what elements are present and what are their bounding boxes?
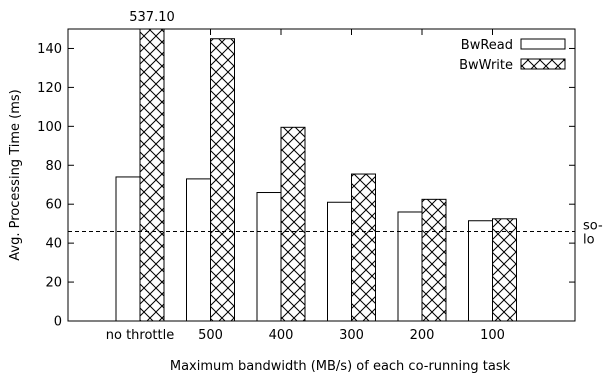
x-tick-label: 500 <box>198 328 223 343</box>
data-label-0: 537.10 <box>129 10 175 25</box>
x-tick-label: 100 <box>480 328 505 343</box>
bar-bwread-4 <box>397 211 423 322</box>
legend-label: BwRead <box>461 38 513 53</box>
x-tick-label: 300 <box>339 328 364 343</box>
x-axis-label: Maximum bandwidth (MB/s) of each co-runn… <box>170 359 511 374</box>
bar-bwread-0 <box>115 176 141 322</box>
reference-line-label: so- <box>583 218 603 233</box>
reference-line-layer: so-lo <box>68 218 603 247</box>
legend-label: BwWrite <box>459 58 513 73</box>
bar-bwread-2 <box>256 192 282 322</box>
x-tick-label: no throttle <box>106 328 174 343</box>
legend-swatch <box>520 58 566 70</box>
legend: BwRead BwWrite <box>459 38 566 73</box>
bar-bwwrite-1 <box>210 38 235 322</box>
y-tick-label: 20 <box>45 276 62 291</box>
bar-bwwrite-5 <box>492 218 517 322</box>
bar-bwwrite-4 <box>421 198 447 322</box>
bars-layer <box>115 28 517 322</box>
bar-bwread-5 <box>468 220 493 322</box>
legend-swatch <box>520 38 566 50</box>
bar-bwread-3 <box>327 201 352 322</box>
bar-bwread-1 <box>186 178 211 322</box>
reference-line-label: lo <box>583 232 595 247</box>
y-axis-label: Avg. Processing Time (ms) <box>8 89 23 260</box>
y-tick-label: 80 <box>45 159 62 174</box>
bar-bwwrite-3 <box>351 173 376 322</box>
plot-frame <box>67 28 576 322</box>
y-tick-label: 60 <box>45 198 62 213</box>
bar-bwwrite-2 <box>280 126 306 322</box>
y-tick-label: 120 <box>37 81 62 96</box>
y-tick-label: 0 <box>54 315 62 330</box>
y-tick-label: 100 <box>37 120 62 135</box>
x-tick-label: 400 <box>269 328 294 343</box>
bar-bwwrite-0 <box>139 28 165 322</box>
ticks-layer: no throttle 500 400 300 200 100 537.10 0 20 40 60 8… <box>37 10 505 343</box>
y-tick-label: 140 <box>37 42 62 57</box>
axes-layer <box>67 28 576 322</box>
x-tick-label: 200 <box>410 328 435 343</box>
y-tick-label: 40 <box>45 237 62 252</box>
